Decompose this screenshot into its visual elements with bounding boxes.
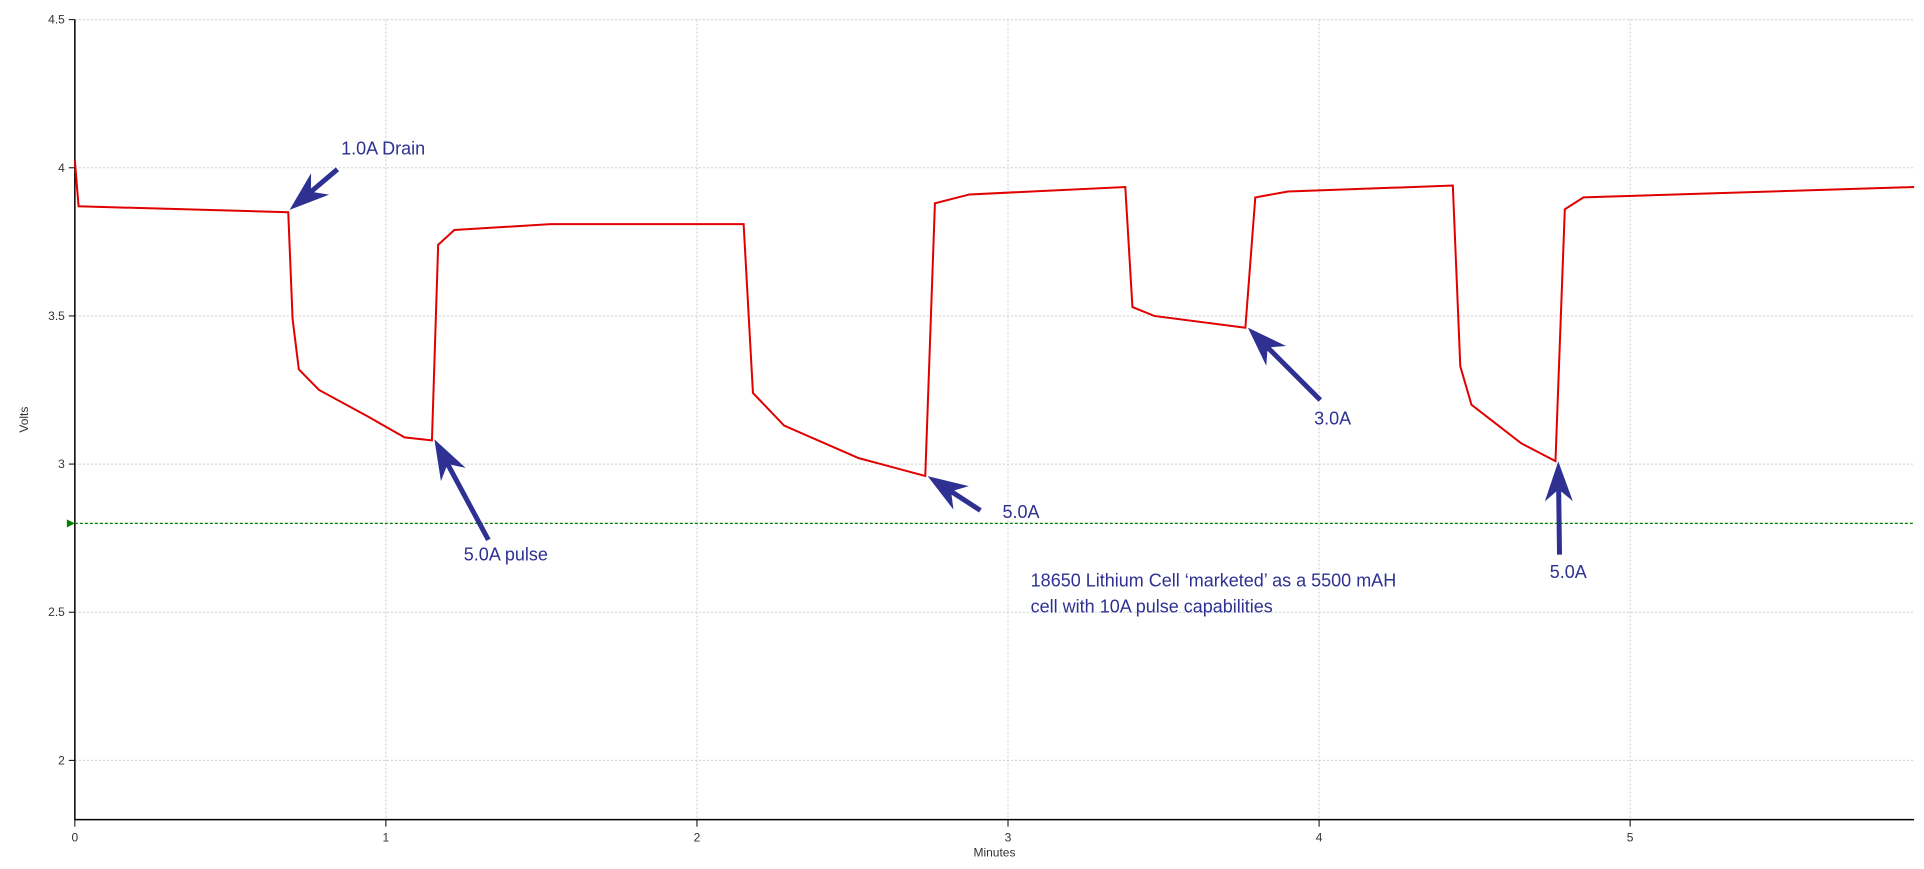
data-line: [73, 160, 1915, 478]
note: 18650 Lithium Cell ‘marketed’ as a 5500 …: [1031, 571, 1397, 591]
y-axis-label: Volts: [17, 407, 31, 433]
annotation: 1.0A Drain: [341, 139, 425, 159]
y-tick-label: 2.5: [48, 605, 65, 619]
arrow-shaft: [949, 489, 982, 513]
y-tick-label: 3.5: [48, 309, 65, 323]
x-axis-label: Minutes: [973, 846, 1015, 860]
arrow-shaft: [445, 462, 491, 542]
annotation: 5.0A: [1550, 562, 1587, 582]
x-tick-label: 1: [383, 831, 390, 845]
y-tick-label: 4: [58, 161, 65, 175]
y-tick-label: 3: [58, 457, 65, 471]
x-tick-label: 5: [1627, 831, 1634, 845]
annotation: 3.0A: [1314, 409, 1351, 429]
arrow-head: [927, 476, 969, 510]
arrow-shaft: [1265, 345, 1323, 402]
annotation: 5.0A pulse: [464, 545, 548, 565]
arrow-head: [1247, 327, 1287, 366]
y-tick-label: 4.5: [48, 13, 65, 27]
arrow-head: [1544, 461, 1573, 502]
annotation: 5.0A: [1002, 502, 1039, 522]
arrow-shaft: [1556, 489, 1563, 555]
x-tick-label: 0: [72, 831, 79, 845]
x-tick-label: 3: [1005, 831, 1012, 845]
x-tick-label: 4: [1316, 831, 1323, 845]
arrow-shaft: [309, 167, 340, 194]
arrow-head: [434, 439, 466, 482]
arrow-head: [289, 173, 330, 210]
note: cell with 10A pulse capabilities: [1031, 596, 1273, 616]
x-tick-label: 2: [694, 831, 701, 845]
y-tick-label: 2: [58, 753, 65, 767]
reference-marker: [66, 519, 75, 528]
